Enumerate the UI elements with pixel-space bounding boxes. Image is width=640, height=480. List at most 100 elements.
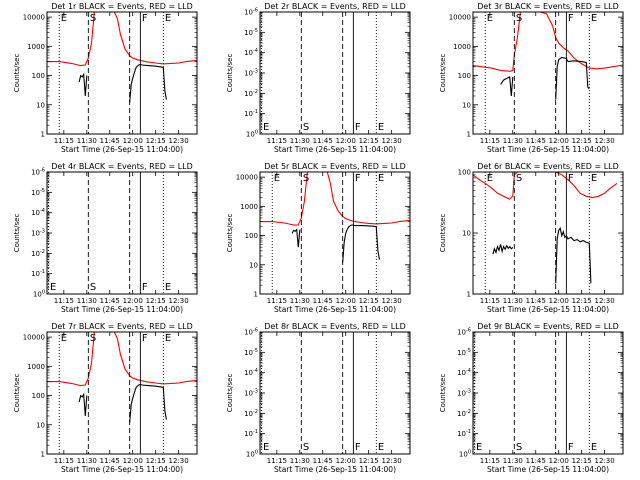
chart-title: Det 1r BLACK = Events, RED = LLD — [51, 2, 193, 11]
marker-label: E — [591, 442, 597, 453]
chart-title: Det 6r BLACK = Events, RED = LLD — [477, 162, 619, 171]
lld-series-line — [472, 171, 518, 200]
y-tick-label: 10-2 — [31, 249, 45, 258]
chart-title: Det 8r BLACK = Events, RED = LLD — [264, 322, 406, 331]
x-axis-label: Start Time (26-Sep-15 11:04:00) — [274, 465, 396, 474]
y-axis-label: Counts/sec — [13, 214, 21, 253]
y-tick-label: 10-3 — [457, 389, 471, 398]
x-tick-label: 12:15 — [359, 137, 379, 145]
x-tick-label: 11:30 — [503, 457, 523, 465]
events-series-line — [342, 224, 356, 263]
x-tick-label: 11:15 — [54, 297, 74, 305]
x-tick-label: 12:00 — [123, 137, 143, 145]
y-tick-label: 1000 — [27, 43, 45, 51]
plot-frame — [46, 171, 198, 295]
y-tick-label: 10-2 — [457, 409, 471, 418]
y-tick-label: 10-5 — [31, 188, 45, 197]
x-axis-label: Start Time (26-Sep-15 11:04:00) — [61, 305, 183, 314]
lld-series-line — [260, 171, 411, 226]
y-tick-label: 10-6 — [457, 328, 471, 337]
x-tick-label: 11:45 — [313, 137, 333, 145]
marker-label: S — [516, 173, 522, 184]
y-tick-label: 100 — [32, 392, 45, 400]
y-tick-label: 10-1 — [244, 429, 258, 438]
x-tick-label: 11:15 — [267, 297, 287, 305]
y-tick-label: 10000 — [236, 174, 258, 182]
y-tick-label: 10-6 — [244, 328, 258, 337]
marker-label: E — [165, 13, 171, 24]
marker-label: E — [487, 173, 493, 184]
x-tick-label: 12:00 — [336, 457, 356, 465]
x-tick-label: 11:30 — [77, 457, 97, 465]
lld-series-line — [472, 11, 624, 72]
y-tick-label: 100 — [458, 169, 471, 177]
marker-label: F — [355, 122, 361, 133]
events-series-line — [141, 64, 167, 100]
y-tick-label: 1000 — [240, 203, 258, 211]
x-tick-label: 11:15 — [54, 137, 74, 145]
y-tick-label: 1 — [467, 131, 471, 139]
chart-panel-9: Det 9r BLACK = Events, RED = LLD E S F E 11:1… — [439, 322, 624, 474]
y-tick-label: 10000 — [449, 14, 471, 22]
y-tick-label: 10-1 — [457, 429, 471, 438]
plot-frame — [259, 331, 411, 455]
x-tick-label: 11:15 — [480, 297, 500, 305]
x-tick-label: 12:00 — [549, 297, 569, 305]
marker-label: S — [303, 442, 309, 453]
x-tick-label: 12:30 — [382, 137, 402, 145]
plot-frame — [472, 171, 624, 295]
chart-panel-3: Det 3r BLACK = Events, RED = LLD E S F E 11:1… — [439, 2, 624, 154]
plot-frame — [259, 171, 411, 295]
chart-panel-2: Det 2r BLACK = Events, RED = LLD E S F E 11:1… — [226, 2, 411, 154]
y-tick-label: 1 — [41, 131, 45, 139]
y-tick-label: 10-3 — [244, 69, 258, 78]
events-series-line — [555, 226, 592, 284]
chart-title: Det 9r BLACK = Events, RED = LLD — [477, 322, 619, 331]
x-tick-label: 11:15 — [267, 457, 287, 465]
chart-panel-6: Det 6r BLACK = Events, RED = LLD E S F E 11:1… — [439, 162, 624, 314]
x-tick-label: 11:30 — [503, 297, 523, 305]
y-axis-label: Counts/sec — [439, 54, 447, 93]
y-tick-label: 1 — [41, 451, 45, 459]
x-tick-label: 12:15 — [572, 457, 592, 465]
x-tick-label: 11:15 — [480, 137, 500, 145]
marker-label: E — [378, 173, 384, 184]
y-axis-label: Counts/sec — [226, 214, 234, 253]
x-axis-label: Start Time (26-Sep-15 11:04:00) — [61, 145, 183, 154]
marker-label: E — [61, 13, 67, 24]
chart-title: Det 7r BLACK = Events, RED = LLD — [51, 322, 193, 331]
events-series-line — [141, 384, 167, 420]
events-series-line — [492, 244, 514, 255]
y-tick-label: 10 — [249, 261, 258, 269]
y-tick-label: 10000 — [23, 14, 45, 22]
plot-frame — [472, 11, 624, 135]
y-tick-label: 10-1 — [244, 109, 258, 118]
marker-label: S — [303, 173, 309, 184]
events-series-line — [129, 383, 143, 423]
marker-label: S — [90, 333, 96, 344]
x-tick-label: 11:15 — [54, 457, 74, 465]
marker-label: S — [303, 122, 309, 133]
chart-panel-8: Det 8r BLACK = Events, RED = LLD E S F E 11:1… — [226, 322, 411, 474]
marker-label: F — [568, 13, 574, 24]
x-axis-label: Start Time (26-Sep-15 11:04:00) — [487, 145, 609, 154]
chart-panel-5: Det 5r BLACK = Events, RED = LLD E S F E 11:1… — [226, 162, 411, 314]
y-tick-label: 100 — [32, 72, 45, 80]
y-tick-label: 10 — [462, 101, 471, 109]
events-series-line — [567, 60, 590, 90]
y-tick-label: 10-5 — [244, 28, 258, 37]
x-tick-label: 12:00 — [123, 297, 143, 305]
y-tick-label: 10-2 — [244, 409, 258, 418]
y-axis-label: Counts/sec — [439, 374, 447, 413]
x-tick-label: 11:45 — [100, 457, 120, 465]
x-tick-label: 11:30 — [290, 297, 310, 305]
y-tick-label: 100 — [246, 130, 258, 139]
x-tick-label: 12:00 — [336, 297, 356, 305]
y-axis-label: Counts/sec — [13, 374, 21, 413]
x-tick-label: 12:15 — [359, 457, 379, 465]
marker-label: E — [487, 13, 493, 24]
x-tick-label: 11:45 — [313, 457, 333, 465]
marker-label: E — [165, 333, 171, 344]
x-tick-label: 11:30 — [290, 137, 310, 145]
